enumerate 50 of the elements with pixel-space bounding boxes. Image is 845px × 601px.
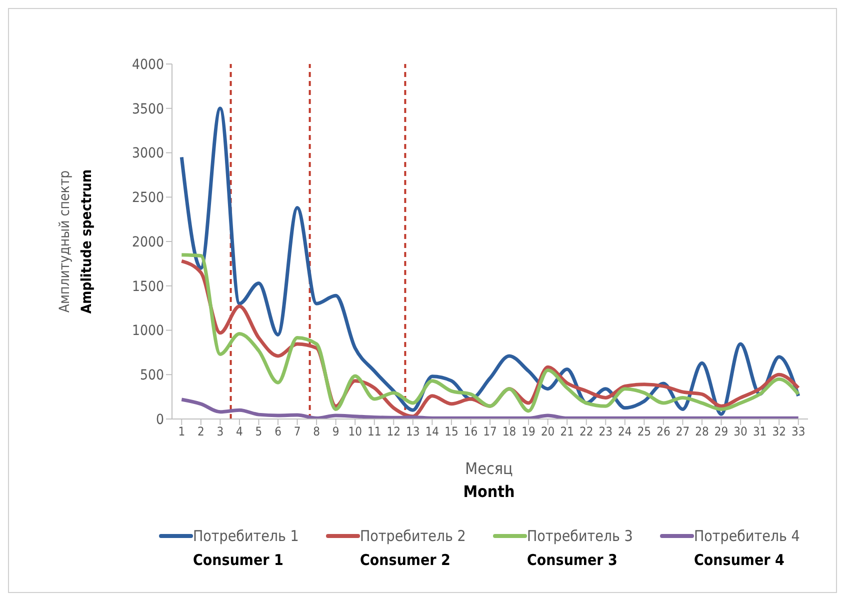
y-tick-label: 3000 [132,146,164,162]
x-tick-label: 30 [734,424,748,439]
y-tick-label: 3500 [132,101,164,118]
x-tick-label: 15 [444,424,458,439]
x-tick-label: 28 [695,424,709,439]
legend-label: Потребитель 2 Consumer 2 [360,526,466,571]
x-tick-label: 5 [255,424,262,439]
x-tick-label: 20 [540,424,555,439]
legend-label: Потребитель 4 Consumer 4 [694,526,800,571]
x-tick-label: 22 [579,424,594,439]
y-tick-label: 0 [156,412,164,428]
y-tick-label: 2000 [132,234,164,250]
x-tick-label: 7 [294,424,301,439]
x-tick-label: 11 [367,424,382,439]
x-tick-label: 16 [464,424,478,439]
x-tick-label: 10 [348,424,362,439]
y-tick-label: 1500 [132,278,164,295]
x-tick-label: 19 [522,424,536,439]
x-tick-label: 6 [274,424,282,439]
x-tick-label: 1 [178,424,186,439]
x-tick-label: 12 [386,424,401,439]
line-series [180,398,800,419]
line-series [180,106,800,416]
x-tick-label: 26 [656,424,670,439]
y-tick-label: 500 [140,368,164,384]
x-tick-label: 21 [560,424,574,439]
x-tick-label: 4 [236,424,244,439]
x-tick-label: 3 [216,424,224,439]
legend-label: Потребитель 3 Consumer 3 [527,526,633,571]
x-tick-label: 24 [618,424,632,439]
x-tick-label: 33 [791,424,806,439]
x-tick-label: 29 [714,424,728,439]
x-tick-label: 8 [313,424,320,439]
x-tick-label: 17 [483,424,497,439]
x-tick-label: 23 [598,424,613,439]
y-axis-title: Амплитудный спектр Amplitude spectrum [57,169,95,314]
x-tick-label: 14 [425,424,440,439]
x-tick-label: 13 [406,424,420,439]
legend-label: Потребитель 1 Consumer 1 [193,526,299,571]
x-tick-label: 32 [772,424,786,439]
x-tick-label: 31 [752,424,767,439]
x-axis-title: Месяц Month [462,458,516,503]
y-tick-label: 2500 [132,190,164,206]
x-tick-label: 25 [637,424,652,439]
x-tick-label: 9 [332,424,340,439]
x-tick-label: 27 [676,424,690,439]
x-tick-label: 2 [197,424,204,439]
y-tick-label: 4000 [132,56,164,73]
y-tick-label: 1000 [132,323,164,340]
x-tick-label: 18 [502,424,516,439]
